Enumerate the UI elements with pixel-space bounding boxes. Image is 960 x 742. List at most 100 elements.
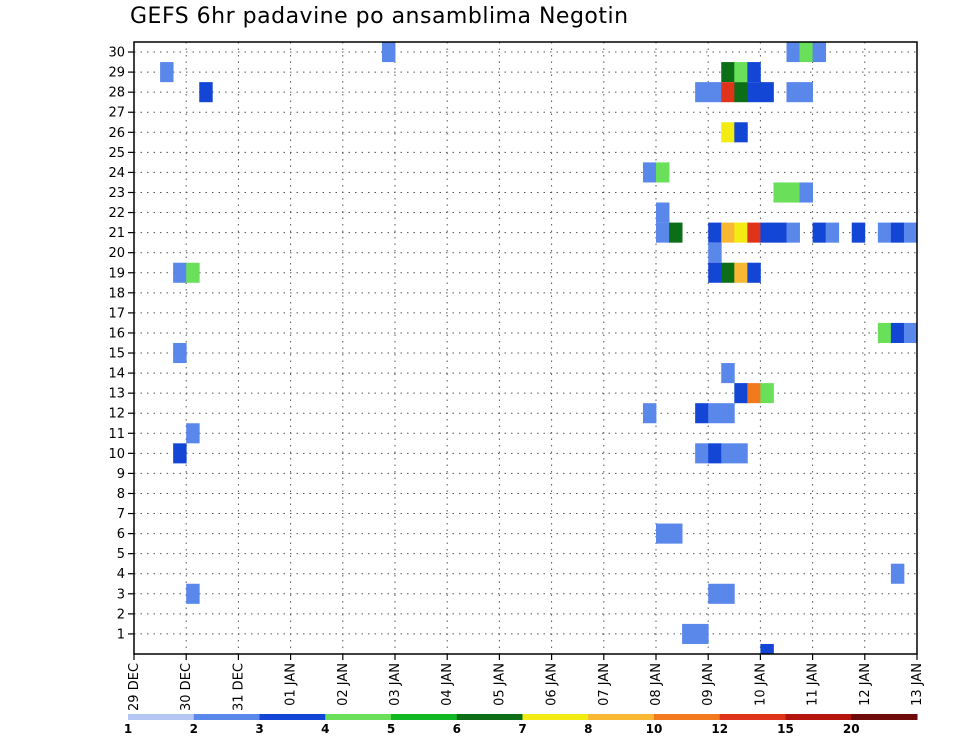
y-tick-label: 25 xyxy=(108,146,125,161)
y-tick-label: 27 xyxy=(108,106,125,121)
heatmap-cell xyxy=(708,242,722,263)
heatmap-cell xyxy=(721,583,735,604)
heatmap-cell xyxy=(199,82,213,103)
y-tick-label: 23 xyxy=(108,186,125,201)
heatmap-cell xyxy=(773,222,787,243)
heatmap-cell xyxy=(186,423,200,444)
heatmap-cell xyxy=(708,222,722,243)
heatmap-cell xyxy=(186,262,200,283)
heatmap-cell xyxy=(656,202,670,223)
heatmap-cell xyxy=(786,182,800,203)
colorbar-swatch xyxy=(851,714,918,720)
heatmap-cell xyxy=(642,162,657,183)
heatmap-cell xyxy=(812,42,827,63)
heatmap-cell xyxy=(695,443,709,464)
heatmap-cell xyxy=(173,262,187,283)
heatmap-cell xyxy=(877,222,892,243)
heatmap-cell xyxy=(721,403,735,424)
x-tick-label: 03 JAN xyxy=(388,663,403,706)
x-tick-label: 02 JAN xyxy=(336,663,351,706)
heatmap-cell xyxy=(682,623,696,644)
heatmap-cell xyxy=(186,583,200,604)
heatmap-cell xyxy=(760,222,774,243)
heatmap-cell xyxy=(642,403,657,424)
heatmap-cell xyxy=(160,62,174,83)
y-tick-label: 12 xyxy=(108,407,125,422)
heatmap-cell xyxy=(734,62,748,83)
colorbar-swatch xyxy=(325,714,392,720)
heatmap-cell xyxy=(656,162,670,183)
y-tick-label: 2 xyxy=(117,607,125,622)
heatmap-cell xyxy=(721,222,735,243)
heatmap-cell xyxy=(734,262,748,283)
y-tick-label: 30 xyxy=(108,46,125,61)
y-tick-label: 29 xyxy=(108,66,125,81)
heatmap-cell xyxy=(773,182,787,203)
axes-layer: 1234567891011121314151617181920212223242… xyxy=(108,46,925,711)
heatmap-cell xyxy=(760,82,774,103)
colorbar-label: 10 xyxy=(646,722,663,736)
x-tick-label: 07 JAN xyxy=(597,663,612,706)
heatmap-cell xyxy=(173,443,187,464)
y-tick-label: 28 xyxy=(108,86,125,101)
colorbar-swatch xyxy=(654,714,721,720)
heatmap-cell xyxy=(721,262,735,283)
heatmap-cell xyxy=(721,443,735,464)
y-tick-label: 13 xyxy=(108,387,125,402)
y-tick-label: 7 xyxy=(117,507,125,522)
y-tick-label: 10 xyxy=(108,447,125,462)
heatmap-cell xyxy=(708,583,722,604)
heatmap-cell xyxy=(669,523,683,544)
heatmap-cell xyxy=(734,122,748,143)
y-tick-label: 1 xyxy=(117,627,125,642)
heatmap-cell xyxy=(890,222,905,243)
heatmap-cell xyxy=(760,383,774,404)
heatmap-cell xyxy=(760,643,774,654)
y-tick-label: 6 xyxy=(117,527,125,542)
y-tick-label: 22 xyxy=(108,206,125,221)
colorbar: 1 2 3 4 5 6 7 8 10 12 15 20 xyxy=(124,714,918,736)
colorbar-swatch xyxy=(719,714,786,720)
y-tick-label: 3 xyxy=(117,587,125,602)
heatmap-cell xyxy=(721,82,735,103)
heatmap-cell xyxy=(734,82,748,103)
heatmap-cell xyxy=(747,82,761,103)
heatmap-cell xyxy=(734,222,748,243)
x-tick-label: 12 JAN xyxy=(858,663,873,706)
heatmap-cell xyxy=(786,82,800,103)
colorbar-label: 7 xyxy=(518,722,526,736)
y-tick-label: 4 xyxy=(117,567,125,582)
heatmap-cell xyxy=(747,222,761,243)
colorbar-swatch xyxy=(785,714,852,720)
colorbar-label: 8 xyxy=(584,722,592,736)
x-tick-label: 31 DEC xyxy=(231,663,246,711)
heatmap-cell xyxy=(721,122,735,143)
y-tick-label: 19 xyxy=(108,266,125,281)
heatmap-cell xyxy=(381,42,396,63)
heatmap-cell xyxy=(708,82,722,103)
y-tick-label: 21 xyxy=(108,226,125,241)
colorbar-swatch xyxy=(259,714,326,720)
x-tick-label: 13 JAN xyxy=(910,663,925,706)
heatmap-cell xyxy=(708,262,722,283)
heatmap-cell xyxy=(877,322,892,343)
colorbar-label: 4 xyxy=(321,722,329,736)
x-tick-label: 09 JAN xyxy=(701,663,716,706)
y-tick-label: 18 xyxy=(108,286,125,301)
y-tick-label: 17 xyxy=(108,306,125,321)
x-tick-label: 06 JAN xyxy=(545,663,560,706)
colorbar-label: 12 xyxy=(711,722,728,736)
heatmap-cell xyxy=(708,403,722,424)
colorbar-swatch xyxy=(193,714,260,720)
x-tick-label: 30 DEC xyxy=(179,663,194,711)
colorbar-swatch xyxy=(588,714,655,720)
chart-title: GEFS 6hr padavine po ansamblima Negotin xyxy=(130,4,629,29)
heatmap-cell xyxy=(656,222,670,243)
colorbar-swatch xyxy=(391,714,458,720)
grid-layer xyxy=(133,42,918,654)
heatmap-cell xyxy=(721,62,735,83)
cells-layer xyxy=(160,42,918,654)
y-tick-label: 8 xyxy=(117,487,125,502)
colorbar-label: 2 xyxy=(190,722,198,736)
heatmap-cell xyxy=(721,363,735,384)
